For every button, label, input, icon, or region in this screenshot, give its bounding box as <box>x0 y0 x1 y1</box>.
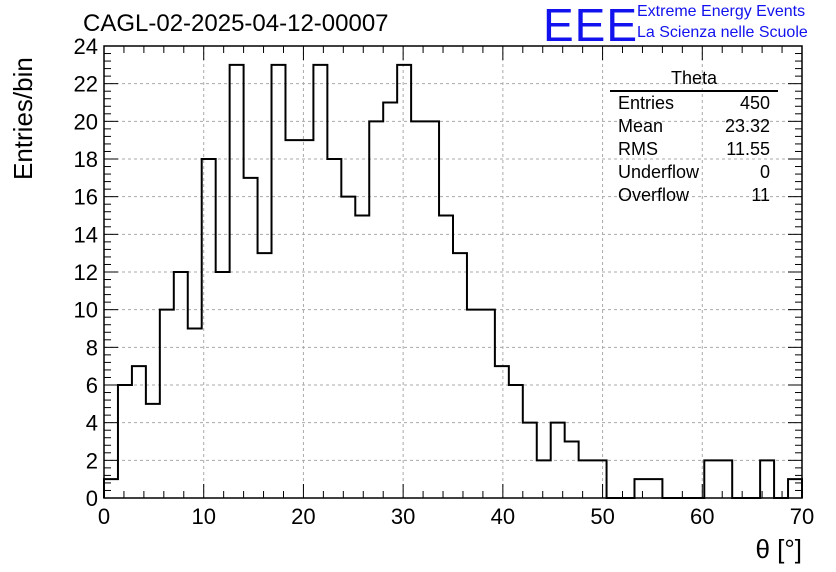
stats-label: Entries <box>618 93 675 113</box>
x-tick-label: 10 <box>191 504 215 529</box>
y-tick-label: 0 <box>86 486 98 511</box>
y-tick-label: 20 <box>74 109 98 134</box>
axis-ticks <box>103 45 803 499</box>
stats-box: Theta Entries 450 Mean 23.32 RMS 11.55 U… <box>610 68 778 207</box>
stats-row-entries: Entries 450 <box>610 92 778 115</box>
y-tick-label: 4 <box>86 411 98 436</box>
histogram-step-line <box>103 63 803 499</box>
stats-value: 0 <box>759 162 770 182</box>
x-tick-label: 0 <box>98 504 110 529</box>
logo-line-2: La Scienza nelle Scuole <box>637 24 808 41</box>
stats-label: Overflow <box>618 185 690 205</box>
y-tick-label: 16 <box>74 185 98 210</box>
stats-value: 450 <box>739 93 770 113</box>
x-tick-label: 60 <box>690 504 714 529</box>
x-tick-labels: 0 10 20 30 40 50 60 70 <box>98 504 814 529</box>
logo-line-1: Extreme Energy Events <box>637 3 806 20</box>
y-tick-label: 8 <box>86 335 98 360</box>
stats-row-rms: RMS 11.55 <box>610 138 778 161</box>
y-tick-label: 10 <box>74 298 98 323</box>
x-tick-label: 50 <box>590 504 614 529</box>
stats-label: Underflow <box>618 162 700 182</box>
x-tick-label: 40 <box>491 504 515 529</box>
y-tick-label: 22 <box>74 72 98 97</box>
x-tick-label: 70 <box>790 504 814 529</box>
chart-title: CAGL-02-2025-04-12-00007 <box>83 10 389 37</box>
x-tick-label: 30 <box>391 504 415 529</box>
x-axis-label: θ [°] <box>755 534 802 564</box>
stats-value: 11.55 <box>726 139 770 159</box>
y-tick-label: 24 <box>74 34 98 59</box>
y-tick-label: 18 <box>74 147 98 172</box>
stats-value: 23.32 <box>724 116 770 136</box>
stats-label: Mean <box>618 116 664 136</box>
stats-value: 11 <box>751 185 770 205</box>
y-axis-label: Entries/bin <box>8 57 38 180</box>
stats-row-underflow: Underflow 0 <box>610 161 778 184</box>
x-tick-label: 20 <box>291 504 315 529</box>
eee-logo: EEE <box>543 0 639 51</box>
y-tick-label: 12 <box>74 260 98 285</box>
y-tick-label: 2 <box>86 448 98 473</box>
stats-row-mean: Mean 23.32 <box>610 115 778 138</box>
stats-label: RMS <box>618 139 658 159</box>
y-tick-label: 14 <box>74 222 98 247</box>
stats-title: Theta <box>610 68 778 92</box>
stats-row-overflow: Overflow 11 <box>610 184 778 207</box>
y-tick-label: 6 <box>86 373 98 398</box>
